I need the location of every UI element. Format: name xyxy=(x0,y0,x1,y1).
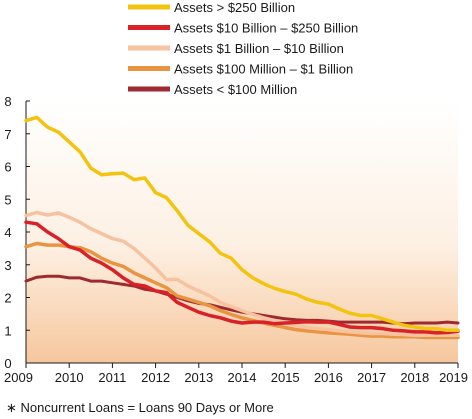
series-lines xyxy=(24,115,460,340)
legend-label: Assets $10 Billion – $250 Billion xyxy=(174,21,358,36)
footnote: ∗ Noncurrent Loans = Loans 90 Days or Mo… xyxy=(6,400,274,415)
series-line-2 xyxy=(24,210,460,337)
series-line-1 xyxy=(24,220,460,335)
x-tick-label: 2011 xyxy=(98,370,126,385)
legend-label: Assets $100 Million – $1 Billion xyxy=(174,62,353,77)
y-tick-label: 6 xyxy=(4,160,11,175)
x-tick-label: 2013 xyxy=(184,370,213,385)
legend-label: Assets $1 Billion – $10 Billion xyxy=(174,41,344,56)
x-tick-label: 2015 xyxy=(271,370,300,385)
y-tick-label: 5 xyxy=(4,192,11,207)
y-tick-label: 2 xyxy=(4,291,11,306)
legend: Assets > $250 Billion Assets $10 Billion … xyxy=(128,0,358,97)
legend-label: Assets < $100 Million xyxy=(174,82,297,97)
x-tick-label: 2018 xyxy=(400,370,429,385)
x-tick-label: 2012 xyxy=(141,370,170,385)
y-tick-label: 4 xyxy=(4,225,11,240)
y-tick-label: 7 xyxy=(4,127,11,142)
x-tick-label: 2017 xyxy=(357,370,386,385)
y-tick-label: 3 xyxy=(4,258,11,273)
legend-label: Assets > $250 Billion xyxy=(174,0,295,15)
y-tick-label: 0 xyxy=(4,356,11,371)
x-tick-label: 2014 xyxy=(228,370,257,385)
series-line-3 xyxy=(24,241,460,340)
y-tick-label: 8 xyxy=(4,94,11,109)
x-tick-label: 2016 xyxy=(314,370,343,385)
x-tick-label: 2009 xyxy=(4,370,33,385)
y-tick-label: 1 xyxy=(4,323,11,338)
y-axis-ticks: 0 1 2 3 4 5 6 7 8 xyxy=(4,94,30,371)
x-tick-label: 2010 xyxy=(55,370,84,385)
x-axis-ticks: 2009 2010 2011 2012 2013 2014 2015 2016 2017 2018… xyxy=(4,363,468,385)
x-tick-label: 2019 xyxy=(439,370,468,385)
series-line-0 xyxy=(24,115,460,333)
